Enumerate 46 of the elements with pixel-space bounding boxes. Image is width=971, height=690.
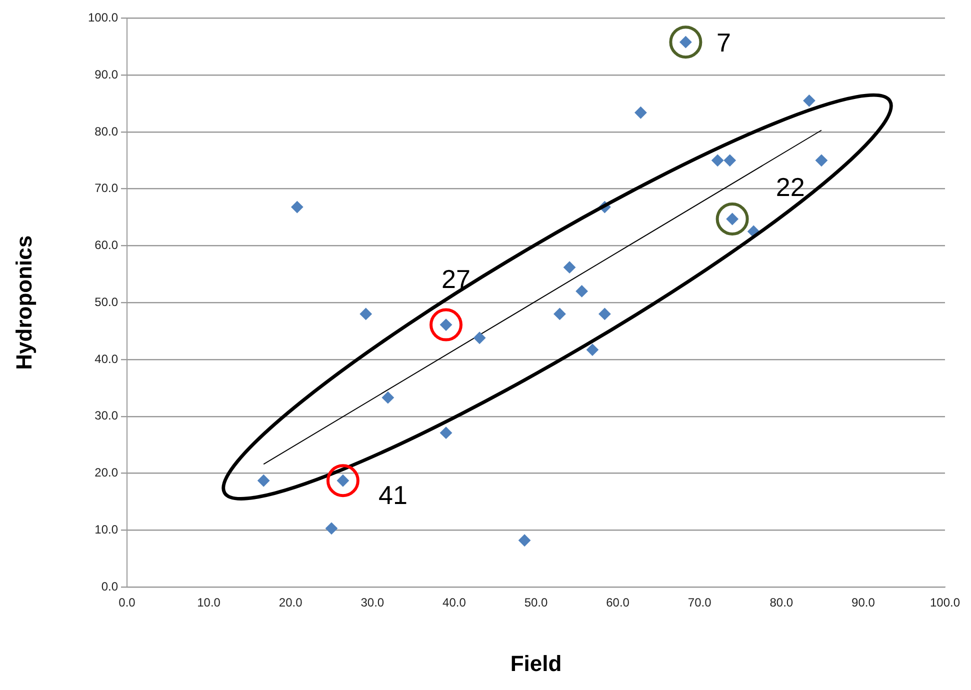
point — [586, 344, 598, 356]
x-tick-label: 40.0 — [442, 596, 466, 610]
x-tick-label: 100.0 — [930, 596, 960, 610]
point — [360, 308, 372, 320]
y-tick-label: 90.0 — [94, 67, 118, 82]
point — [712, 154, 724, 166]
y-tick-label: 20.0 — [94, 466, 118, 480]
x-tick-label: 80.0 — [770, 596, 794, 610]
y-tick-label: 80.0 — [94, 124, 118, 138]
y-tick-label: 0.0 — [101, 579, 118, 594]
point — [518, 534, 531, 546]
point — [598, 308, 611, 320]
y-axis-title: Hydroponics — [11, 235, 36, 370]
point — [576, 285, 588, 298]
annotation: 27 — [442, 264, 470, 294]
y-tick-label: 60.0 — [94, 238, 118, 252]
x-tick-label: 0.0 — [118, 596, 136, 610]
x-tick-label: 50.0 — [524, 596, 548, 610]
x-tick-label: 60.0 — [606, 596, 630, 610]
x-tick-label: 70.0 — [688, 596, 712, 610]
y-tick-label: 30.0 — [94, 408, 118, 423]
x-tick-label: 30.0 — [360, 596, 384, 610]
point — [291, 201, 304, 214]
point — [382, 392, 394, 404]
y-tick-label: 100.0 — [88, 10, 118, 25]
point — [440, 426, 452, 439]
x-tick-label: 10.0 — [197, 596, 221, 610]
x-axis-title: Field — [510, 650, 562, 676]
annotation: 41 — [378, 480, 408, 510]
point — [325, 522, 338, 534]
point — [474, 332, 486, 344]
x-tick-label: 20.0 — [278, 596, 303, 610]
point — [815, 154, 828, 166]
y-tick-label: 10.0 — [94, 522, 118, 536]
point — [724, 154, 736, 166]
point — [634, 106, 647, 119]
point — [564, 261, 576, 274]
point — [803, 94, 816, 107]
point — [258, 474, 270, 487]
y-tick-label: 50.0 — [94, 294, 118, 309]
annotation: 7 — [716, 27, 731, 58]
point — [554, 308, 566, 320]
y-tick-label: 40.0 — [94, 352, 118, 366]
x-tick-label: 90.0 — [852, 596, 876, 610]
annotation: 22 — [776, 172, 805, 202]
y-tick-label: 70.0 — [94, 181, 118, 196]
